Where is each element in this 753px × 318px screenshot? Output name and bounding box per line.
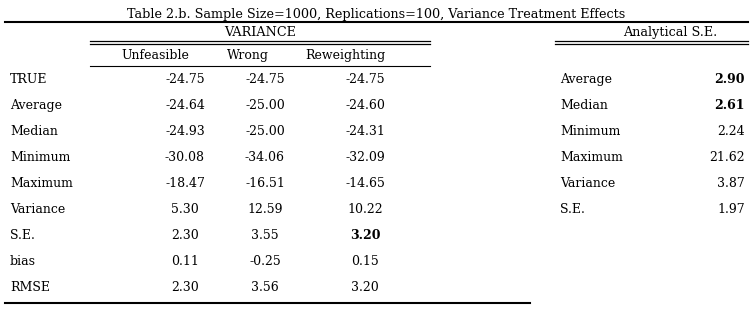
- Text: -25.00: -25.00: [245, 125, 285, 138]
- Text: -14.65: -14.65: [345, 177, 385, 190]
- Text: Average: Average: [10, 99, 62, 112]
- Text: -24.31: -24.31: [345, 125, 385, 138]
- Text: -24.60: -24.60: [345, 99, 385, 112]
- Text: 21.62: 21.62: [709, 151, 745, 164]
- Text: TRUE: TRUE: [10, 73, 47, 86]
- Text: -24.75: -24.75: [165, 73, 205, 86]
- Text: 2.30: 2.30: [171, 229, 199, 242]
- Text: Average: Average: [560, 73, 612, 86]
- Text: Analytical S.E.: Analytical S.E.: [623, 26, 717, 39]
- Text: -24.75: -24.75: [245, 73, 285, 86]
- Text: 3.20: 3.20: [351, 281, 379, 294]
- Text: Minimum: Minimum: [560, 125, 620, 138]
- Text: S.E.: S.E.: [10, 229, 35, 242]
- Text: 12.59: 12.59: [247, 203, 282, 216]
- Text: -30.08: -30.08: [165, 151, 205, 164]
- Text: 2.24: 2.24: [718, 125, 745, 138]
- Text: Minimum: Minimum: [10, 151, 70, 164]
- Text: 2.30: 2.30: [171, 281, 199, 294]
- Text: -24.93: -24.93: [165, 125, 205, 138]
- Text: -34.06: -34.06: [245, 151, 285, 164]
- Text: 3.87: 3.87: [718, 177, 745, 190]
- Text: S.E.: S.E.: [560, 203, 585, 216]
- Text: 2.61: 2.61: [715, 99, 745, 112]
- Text: 3.56: 3.56: [251, 281, 279, 294]
- Text: Unfeasible: Unfeasible: [121, 49, 189, 62]
- Text: VARIANCE: VARIANCE: [224, 26, 296, 39]
- Text: -0.25: -0.25: [249, 255, 281, 268]
- Text: Variance: Variance: [10, 203, 66, 216]
- Text: 3.20: 3.20: [349, 229, 380, 242]
- Text: RMSE: RMSE: [10, 281, 50, 294]
- Text: 1.97: 1.97: [718, 203, 745, 216]
- Text: -24.75: -24.75: [345, 73, 385, 86]
- Text: 3.55: 3.55: [252, 229, 279, 242]
- Text: Median: Median: [10, 125, 58, 138]
- Text: Variance: Variance: [560, 177, 615, 190]
- Text: -24.64: -24.64: [165, 99, 205, 112]
- Text: Maximum: Maximum: [10, 177, 73, 190]
- Text: bias: bias: [10, 255, 36, 268]
- Text: Table 2.b. Sample Size=1000, Replications=100, Variance Treatment Effects: Table 2.b. Sample Size=1000, Replication…: [127, 8, 625, 21]
- Text: 0.11: 0.11: [171, 255, 199, 268]
- Text: -18.47: -18.47: [165, 177, 205, 190]
- Text: -32.09: -32.09: [345, 151, 385, 164]
- Text: 10.22: 10.22: [347, 203, 383, 216]
- Text: -16.51: -16.51: [245, 177, 285, 190]
- Text: 2.90: 2.90: [715, 73, 745, 86]
- Text: 5.30: 5.30: [171, 203, 199, 216]
- Text: Reweighting: Reweighting: [305, 49, 385, 62]
- Text: Maximum: Maximum: [560, 151, 623, 164]
- Text: Wrong: Wrong: [227, 49, 269, 62]
- Text: 0.15: 0.15: [351, 255, 379, 268]
- Text: -25.00: -25.00: [245, 99, 285, 112]
- Text: Median: Median: [560, 99, 608, 112]
